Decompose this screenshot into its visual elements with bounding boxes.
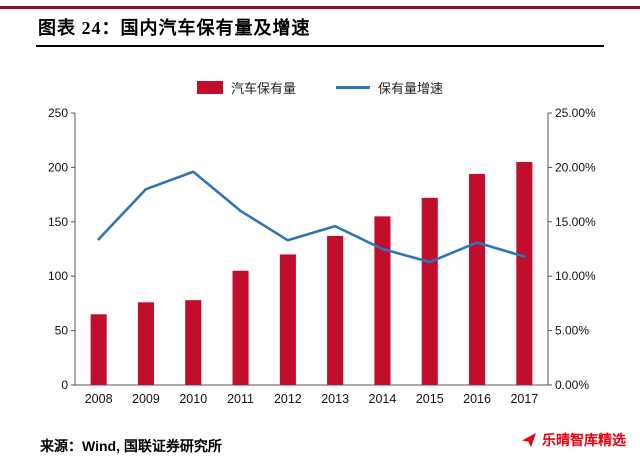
x-axis-tick-label: 2013 bbox=[321, 392, 349, 406]
right-axis-tick-label: 0.00% bbox=[555, 378, 589, 392]
bar bbox=[469, 173, 486, 385]
watermark-text: 乐晴智库精选 bbox=[542, 432, 626, 448]
x-axis-tick-label: 2016 bbox=[463, 392, 491, 406]
x-axis-tick-label: 2008 bbox=[85, 392, 113, 406]
bar bbox=[279, 254, 296, 385]
right-axis-tick-label: 15.00% bbox=[555, 215, 596, 229]
left-axis-tick-label: 200 bbox=[48, 160, 68, 174]
x-axis-tick-label: 2012 bbox=[274, 392, 302, 406]
line-series-swatch-icon bbox=[336, 86, 370, 89]
x-axis-tick-label: 2014 bbox=[369, 392, 397, 406]
bar bbox=[374, 216, 391, 385]
chart-legend: 汽车保有量 保有量增速 bbox=[0, 78, 640, 97]
x-axis-tick-label: 2015 bbox=[416, 392, 444, 406]
watermark: 乐晴智库精选 bbox=[521, 430, 626, 450]
title-underline bbox=[36, 45, 604, 47]
left-axis-tick-label: 100 bbox=[48, 269, 68, 283]
right-axis-tick-label: 5.00% bbox=[555, 324, 589, 338]
page-title: 图表 24：国内汽车保有量及增速 bbox=[38, 18, 311, 38]
paper-plane-icon bbox=[522, 433, 536, 447]
source-text: 来源：Wind, 国联证券研究所 bbox=[40, 438, 222, 454]
bar bbox=[137, 302, 154, 385]
chart-canvas: 0 50 100 150 200 250 0.00% 5.00% 10.00% 15.00% 20.… bbox=[48, 106, 596, 406]
trend-line bbox=[97, 170, 526, 264]
left-axis-tick-label: 50 bbox=[55, 324, 69, 338]
bar bbox=[421, 197, 438, 385]
left-axis-tick-label: 250 bbox=[48, 106, 68, 120]
legend-item-bar-series: 汽车保有量 bbox=[196, 78, 296, 97]
x-axis-tick-label: 2017 bbox=[510, 392, 538, 406]
bar bbox=[327, 235, 344, 385]
bar bbox=[516, 161, 533, 385]
bar bbox=[185, 300, 202, 385]
bar bbox=[232, 270, 249, 385]
right-axis-tick-label: 25.00% bbox=[555, 106, 596, 120]
legend-label-line-series: 保有量增速 bbox=[378, 81, 444, 96]
right-axis-tick-label: 10.00% bbox=[555, 269, 596, 283]
x-axis-tick-label: 2009 bbox=[132, 392, 160, 406]
right-axis-tick-label: 20.00% bbox=[555, 160, 596, 174]
x-axis-tick-label: 2011 bbox=[227, 392, 254, 406]
left-axis-tick-label: 150 bbox=[48, 215, 68, 229]
legend-item-line-series: 保有量增速 bbox=[336, 78, 443, 97]
x-axis-tick-label: 2010 bbox=[179, 392, 207, 406]
top-accent-rule bbox=[0, 6, 640, 9]
bar bbox=[90, 314, 107, 385]
legend-label-bar-series: 汽车保有量 bbox=[230, 81, 296, 96]
left-axis-tick-label: 0 bbox=[61, 378, 68, 392]
bar-series-swatch-icon bbox=[196, 81, 223, 94]
